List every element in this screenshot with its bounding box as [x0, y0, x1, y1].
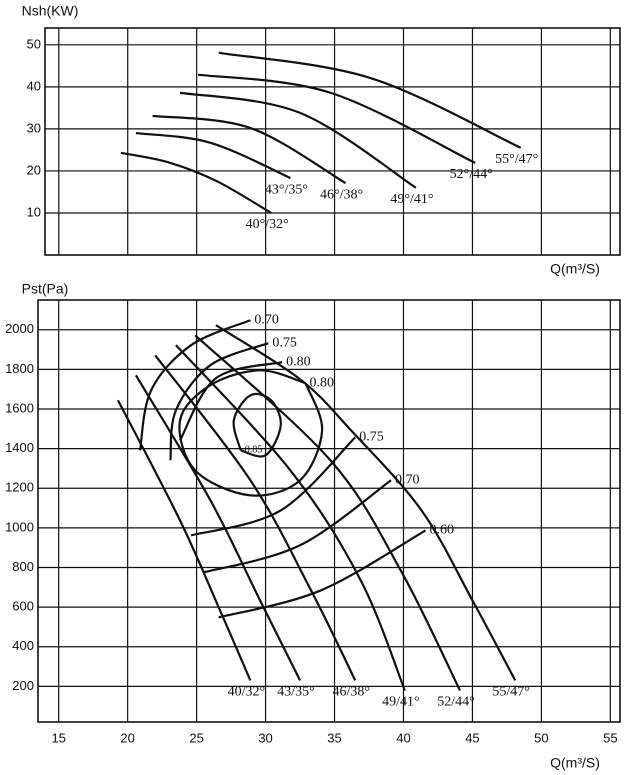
- x-tick-label: 30: [258, 730, 272, 745]
- curve-label: 0.75: [272, 335, 297, 350]
- curve-label: 55/47°: [492, 685, 530, 700]
- y-tick-label: 600: [12, 599, 34, 614]
- curve: [154, 354, 357, 681]
- x-axis-title: Q(m³/S): [550, 261, 600, 277]
- curve-label: 52/44°: [437, 695, 475, 710]
- curve-label: 0.60: [430, 523, 455, 538]
- plot-frame: [37, 299, 621, 723]
- curve-label: 40°/32°: [246, 217, 289, 232]
- curve-label: 0.80: [310, 375, 335, 390]
- y-tick-label: 10: [27, 204, 41, 219]
- curve-label: 0.75: [359, 430, 384, 445]
- x-axis-title: Q(m³/S): [550, 755, 600, 771]
- curve: [175, 344, 406, 691]
- curve: [197, 73, 476, 164]
- y-tick-label: 50: [27, 36, 41, 51]
- curve-label: 43/35°: [277, 685, 315, 700]
- curve-label: 52°/44°: [450, 167, 493, 182]
- x-tick-label: 25: [189, 730, 203, 745]
- curve-label: 0.70: [254, 312, 278, 327]
- curve-label: 0.85: [245, 445, 263, 456]
- y-tick-label: 2000: [5, 321, 34, 336]
- x-tick-label: 40: [396, 730, 410, 745]
- y-tick-label: 200: [12, 678, 34, 693]
- curve-label: 49°/41°: [390, 192, 433, 207]
- x-tick-label: 50: [534, 730, 548, 745]
- x-tick-label: 15: [51, 730, 65, 745]
- x-tick-label: 55: [603, 730, 617, 745]
- y-tick-label: 400: [12, 638, 34, 653]
- curve: [120, 151, 272, 214]
- curve: [194, 334, 462, 691]
- curve: [178, 369, 324, 497]
- curve: [179, 91, 417, 189]
- curve: [179, 361, 283, 441]
- curve-label: 43°/35°: [265, 182, 308, 197]
- y-tick-label: 40: [27, 78, 41, 93]
- curve-label: 46/38°: [332, 685, 370, 700]
- curve: [218, 51, 522, 149]
- curve: [169, 342, 269, 461]
- curve-label: 49/41°: [382, 695, 420, 710]
- curve: [218, 529, 427, 619]
- plot-frame: [44, 27, 621, 256]
- curve: [190, 436, 356, 537]
- curve-label: 40/32°: [228, 685, 266, 700]
- curve-label: 0.80: [286, 354, 311, 369]
- curve: [152, 114, 347, 185]
- y-tick-label: 1200: [5, 480, 34, 495]
- y-axis-title: Pst(Pa): [22, 281, 69, 297]
- y-tick-label: 1800: [5, 361, 34, 376]
- curve: [232, 392, 282, 458]
- x-tick-label: 45: [465, 730, 479, 745]
- x-tick-label: 20: [120, 730, 134, 745]
- curve-label: 46°/38°: [320, 187, 363, 202]
- y-tick-label: 20: [27, 162, 41, 177]
- y-tick-label: 800: [12, 559, 34, 574]
- y-tick-label: 1000: [5, 519, 34, 534]
- curve-label: 0.70: [395, 473, 420, 488]
- y-axis-title: Nsh(KW): [22, 3, 79, 19]
- curve: [135, 132, 291, 180]
- x-tick-label: 35: [327, 730, 341, 745]
- curve-label: 55°/47°: [495, 152, 538, 167]
- curve: [215, 324, 517, 681]
- y-tick-label: 30: [27, 120, 41, 135]
- y-tick-label: 1400: [5, 440, 34, 455]
- curve: [134, 374, 302, 681]
- y-tick-label: 1600: [5, 400, 34, 415]
- curve: [203, 479, 392, 574]
- curve: [138, 319, 251, 451]
